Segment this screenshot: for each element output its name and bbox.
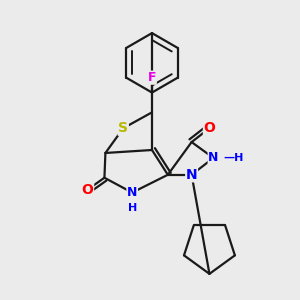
Text: O: O <box>203 121 215 135</box>
Text: N: N <box>208 152 219 164</box>
Text: O: O <box>82 183 94 196</box>
Text: F: F <box>148 71 156 84</box>
Text: N: N <box>127 186 137 199</box>
Text: H: H <box>128 202 137 212</box>
Text: —H: —H <box>223 153 244 163</box>
Text: S: S <box>118 121 128 135</box>
Text: N: N <box>186 168 197 182</box>
